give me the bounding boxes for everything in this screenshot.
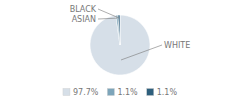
- legend-label: 1.1%: [157, 88, 178, 97]
- legend-label: 1.1%: [117, 88, 138, 97]
- chart: WHITE ASIANBLACK 97.7% 1.1% 1.1%: [0, 0, 240, 100]
- annotations: WHITE ASIANBLACK: [70, 5, 191, 60]
- slice-label: BLACK: [70, 5, 97, 14]
- leader-line: [121, 45, 162, 60]
- pie-slice: [116, 15, 120, 45]
- leader-line: [98, 9, 119, 18]
- leader-line: [98, 18, 117, 20]
- legend: 97.7% 1.1% 1.1%: [63, 88, 177, 97]
- legend-swatch: [107, 89, 114, 96]
- pie: [90, 15, 150, 75]
- legend-item: 97.7%: [63, 88, 99, 97]
- slice-label: ASIAN: [72, 15, 96, 24]
- slice-label: WHITE: [164, 41, 190, 50]
- pie-slice: [118, 15, 120, 45]
- legend-item: 1.1%: [147, 88, 178, 97]
- legend-item: 1.1%: [107, 88, 138, 97]
- legend-label: 97.7%: [73, 88, 99, 97]
- legend-swatch: [63, 89, 70, 96]
- pie-slice: [90, 15, 150, 75]
- legend-swatch: [147, 89, 154, 96]
